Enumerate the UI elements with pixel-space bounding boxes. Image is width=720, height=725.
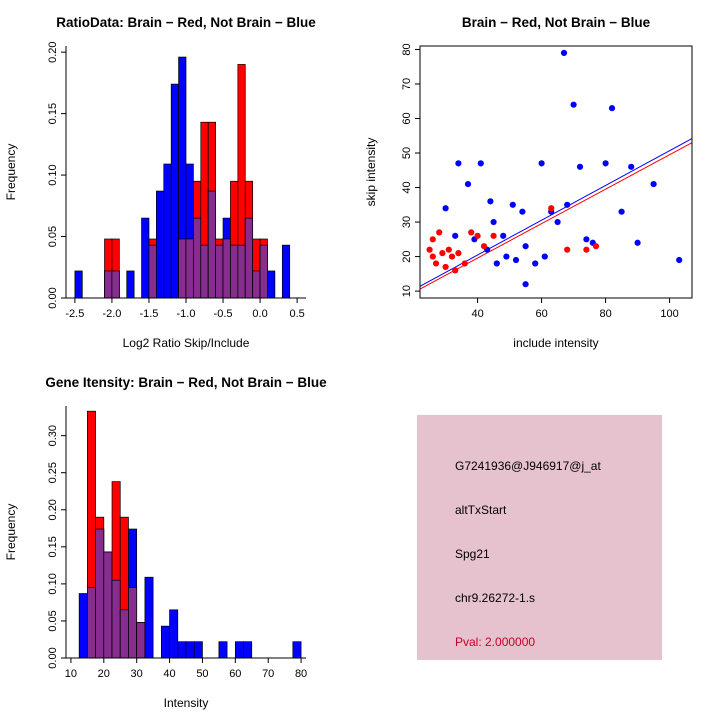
svg-text:Log2 Ratio Skip/Include: Log2 Ratio Skip/Include xyxy=(123,336,250,350)
svg-text:30: 30 xyxy=(131,668,143,680)
svg-text:40: 40 xyxy=(401,181,413,193)
svg-text:40: 40 xyxy=(471,308,483,320)
svg-text:0.15: 0.15 xyxy=(47,103,59,124)
svg-text:RatioData: Brain − Red, Not Br: RatioData: Brain − Red, Not Brain − Blue xyxy=(56,15,316,30)
svg-text:60: 60 xyxy=(401,112,413,124)
svg-text:10: 10 xyxy=(401,285,413,297)
svg-text:0.0: 0.0 xyxy=(252,308,267,320)
svg-text:0.20: 0.20 xyxy=(47,41,59,62)
intensity-scatter-chart: 40 60 80 100 10 20 30 40 50 60 70 80 Brain − Red, No… xyxy=(364,15,693,350)
svg-text:50: 50 xyxy=(401,147,413,159)
ratio-histogram-chart: -2.5 -2.0 -1.5 -1.0 -0.5 0.0 0.5 0.00 0.05 0.10 0.… xyxy=(4,15,316,350)
svg-text:20: 20 xyxy=(401,250,413,262)
gene-info-panel: G7241936@J946917@j_at altTxStart Spg21 c… xyxy=(417,415,662,660)
gene-info-panel-cell: G7241936@J946917@j_at altTxStart Spg21 c… xyxy=(360,360,720,720)
event-type-text: altTxStart xyxy=(455,503,507,517)
svg-text:70: 70 xyxy=(262,668,274,680)
svg-text:30: 30 xyxy=(401,216,413,228)
svg-text:50: 50 xyxy=(196,668,208,680)
svg-text:40: 40 xyxy=(163,668,175,680)
svg-text:-2.5: -2.5 xyxy=(65,308,84,320)
svg-text:-1.0: -1.0 xyxy=(177,308,196,320)
chromosome-location-text: chr9.26272-1.s xyxy=(455,591,536,605)
svg-text:0.15: 0.15 xyxy=(47,536,59,557)
probe-id-text: G7241936@J946917@j_at xyxy=(455,459,601,473)
svg-text:0.5: 0.5 xyxy=(289,308,304,320)
svg-text:Brain − Red, Not Brain − Blue: Brain − Red, Not Brain − Blue xyxy=(462,15,651,30)
svg-text:Frequency: Frequency xyxy=(4,504,18,561)
svg-text:0.00: 0.00 xyxy=(47,287,59,308)
svg-text:0.05: 0.05 xyxy=(47,226,59,247)
svg-text:0.05: 0.05 xyxy=(47,610,59,631)
svg-text:include intensity: include intensity xyxy=(513,336,598,350)
svg-text:0.25: 0.25 xyxy=(47,462,59,483)
svg-text:0.30: 0.30 xyxy=(47,425,59,446)
ratio-histogram-panel: -2.5 -2.0 -1.5 -1.0 -0.5 0.0 0.5 0.00 0.05 0.10 0.… xyxy=(0,0,360,360)
svg-text:70: 70 xyxy=(401,78,413,90)
svg-text:0.20: 0.20 xyxy=(47,499,59,520)
svg-text:Intensity: Intensity xyxy=(164,696,209,710)
svg-text:20: 20 xyxy=(98,668,110,680)
svg-text:10: 10 xyxy=(65,668,77,680)
svg-text:60: 60 xyxy=(535,308,547,320)
pval-text: Pval: 2.000000 xyxy=(455,635,536,649)
svg-text:Frequency: Frequency xyxy=(4,144,18,201)
svg-text:80: 80 xyxy=(599,308,611,320)
svg-text:60: 60 xyxy=(229,668,241,680)
svg-text:0.10: 0.10 xyxy=(47,164,59,185)
gene-intensity-histogram-chart: 10 20 30 40 50 60 70 80 0.00 0.05 0.10 0.15 0.20 0.25… xyxy=(4,375,327,710)
intensity-scatter-panel: 40 60 80 100 10 20 30 40 50 60 70 80 Brain − Red, No… xyxy=(360,0,720,360)
svg-text:-1.5: -1.5 xyxy=(139,308,158,320)
svg-text:0.10: 0.10 xyxy=(47,573,59,594)
svg-text:-2.0: -2.0 xyxy=(102,308,121,320)
svg-text:80: 80 xyxy=(401,43,413,55)
svg-text:Gene Itensity: Brain − Red, No: Gene Itensity: Brain − Red, Not Brain − … xyxy=(45,375,327,390)
svg-text:80: 80 xyxy=(295,668,307,680)
svg-text:100: 100 xyxy=(660,308,678,320)
gene-intensity-histogram-panel: 10 20 30 40 50 60 70 80 0.00 0.05 0.10 0.15 0.20 0.25… xyxy=(0,360,360,720)
svg-text:0.00: 0.00 xyxy=(47,647,59,668)
gene-symbol-text: Spg21 xyxy=(455,547,490,561)
svg-text:skip intensity: skip intensity xyxy=(364,138,378,207)
svg-text:-0.5: -0.5 xyxy=(214,308,233,320)
